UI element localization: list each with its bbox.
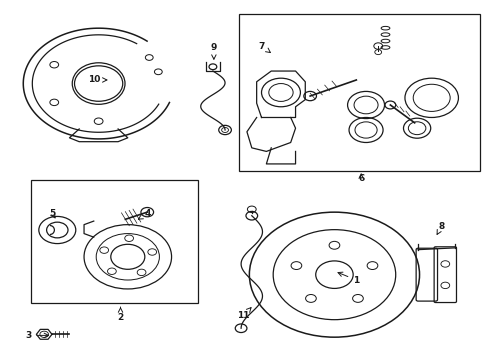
Text: 7: 7 (258, 41, 270, 53)
Text: 5: 5 (49, 210, 56, 219)
Bar (30, 180, 198, 303)
Text: 2: 2 (117, 307, 123, 322)
Text: 11: 11 (237, 307, 250, 320)
Text: 3: 3 (25, 331, 48, 340)
Text: 8: 8 (436, 222, 444, 234)
Text: 4: 4 (138, 210, 150, 219)
Text: 1: 1 (337, 272, 359, 284)
Text: 6: 6 (357, 174, 364, 183)
Text: 10: 10 (87, 76, 107, 85)
Text: 9: 9 (210, 43, 217, 59)
Bar (238, 14, 479, 171)
